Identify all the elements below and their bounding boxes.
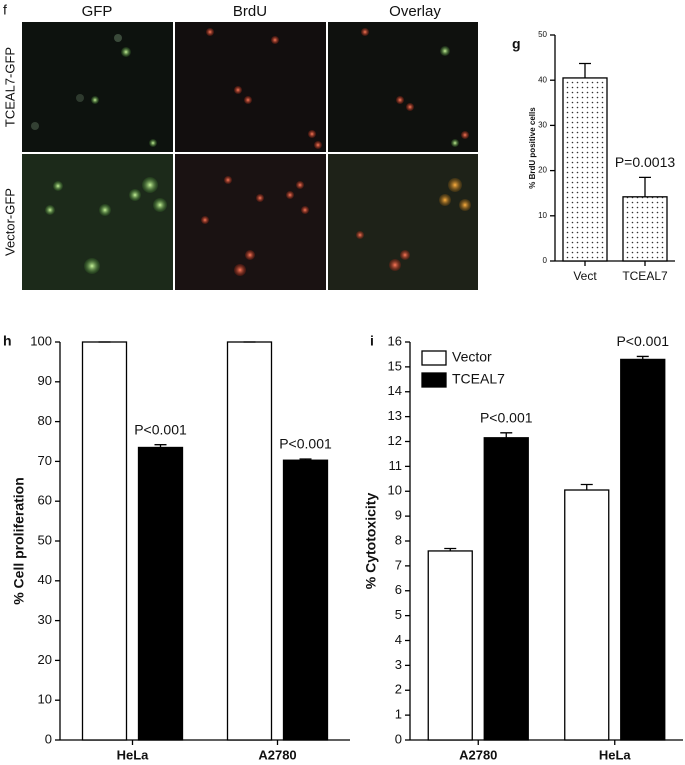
column-label: BrdU (233, 3, 267, 20)
error-bar (579, 62, 591, 78)
y-tick-label: 14 (388, 383, 402, 398)
column-label: Overlay (389, 3, 441, 20)
row-label: TCEAL7-GFP (2, 47, 17, 127)
bar (564, 489, 610, 741)
y-tick-label: 80 (38, 413, 52, 428)
y-tick-label: 100 (30, 333, 52, 348)
legend-label: TCEAL7 (452, 371, 505, 387)
x-tick-label: A2780 (258, 747, 296, 762)
x-tick-label: TCEAL7 (622, 269, 668, 283)
y-tick-label: 70 (38, 453, 52, 468)
y-tick-label: 30 (38, 612, 52, 627)
bar (622, 196, 668, 262)
y-tick-label: 10 (38, 692, 52, 707)
x-tick-label: HeLa (599, 747, 632, 762)
annotation: P<0.001 (134, 421, 187, 437)
x-tick-label: HeLa (117, 747, 150, 762)
bar (620, 358, 666, 741)
y-tick-label: 0 (45, 731, 52, 746)
y-tick-label: 1 (395, 707, 402, 722)
x-tick-label: A2780 (459, 747, 497, 762)
error-bar (154, 444, 167, 448)
legend-swatch (421, 372, 447, 388)
y-tick-label: 30 (538, 121, 547, 130)
bar (81, 341, 128, 741)
row-label: Vector-GFP (2, 188, 17, 256)
error-bar (299, 458, 312, 461)
y-tick-label: 16 (388, 333, 402, 348)
micrographs (22, 22, 478, 290)
y-tick-label: 8 (395, 532, 402, 547)
bar (226, 341, 273, 741)
panel-letter: i (370, 333, 374, 349)
y-tick-label: 9 (395, 508, 402, 523)
y-tick-label: 7 (395, 557, 402, 572)
error-bar (500, 432, 513, 438)
bar (282, 459, 329, 741)
panel-letter: g (512, 36, 521, 52)
y-tick-label: 20 (38, 652, 52, 667)
bar (483, 437, 529, 741)
y-tick-label: 10 (538, 211, 547, 220)
y-tick-label: 20 (538, 166, 547, 175)
y-tick-label: 6 (395, 582, 402, 597)
y-tick-label: 50 (38, 532, 52, 547)
y-tick-label: 2 (395, 682, 402, 697)
y-tick-label: 90 (38, 373, 52, 388)
error-bar (636, 355, 649, 360)
y-tick-label: 10 (388, 483, 402, 498)
y-axis-label: % Cytotoxicity (363, 493, 379, 590)
x-tick-label: Vect (573, 269, 597, 283)
legend-label: Vector (452, 349, 492, 365)
panel-letter: h (3, 333, 12, 349)
annotation: P<0.001 (480, 409, 533, 425)
annotation: P=0.0013 (615, 154, 676, 170)
y-tick-label: 60 (38, 493, 52, 508)
y-tick-label: 4 (395, 632, 402, 647)
column-label: GFP (82, 3, 113, 20)
legend-swatch (421, 350, 447, 366)
error-bar (639, 176, 651, 197)
panel-letter: f (3, 2, 7, 18)
annotation: P<0.001 (279, 436, 332, 452)
y-tick-label: 15 (388, 358, 402, 373)
y-axis-label: % BrdU positive cells (528, 107, 537, 189)
y-tick-label: 40 (38, 572, 52, 587)
y-tick-label: 40 (538, 75, 547, 84)
y-tick-label: 11 (389, 458, 403, 473)
bar (137, 446, 184, 741)
y-tick-label: 0 (395, 731, 402, 746)
y-tick-label: 3 (395, 657, 402, 672)
y-axis-label: % Cell proliferation (11, 477, 27, 605)
y-tick-label: 13 (388, 408, 402, 423)
y-tick-label: 12 (388, 433, 402, 448)
y-tick-label: 5 (395, 607, 402, 622)
bar (427, 550, 473, 741)
bar (562, 77, 608, 262)
error-bar (444, 547, 457, 551)
y-tick-label: 0 (543, 256, 548, 265)
y-tick-label: 50 (538, 30, 547, 39)
error-bar (580, 483, 593, 491)
annotation: P<0.001 (616, 333, 669, 349)
